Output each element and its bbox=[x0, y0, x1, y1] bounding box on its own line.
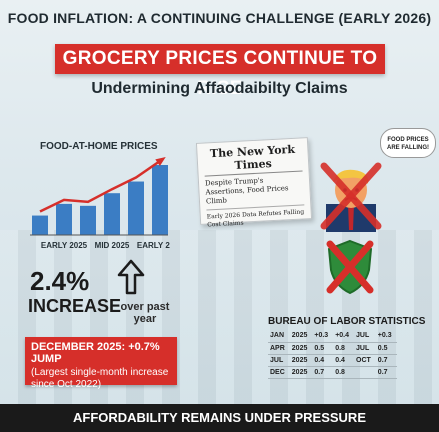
december-callout-title: DECEMBER 2025: +0.7% JUMP bbox=[31, 341, 171, 365]
table-row: JUL 2025 0.4 0.4 OCT 0.7 bbox=[268, 354, 397, 366]
kicker-title: FOOD INFLATION: A CONTINUING CHALLENGE (… bbox=[0, 10, 439, 26]
table-cell: APR bbox=[268, 342, 290, 354]
table-cell: 0.4 bbox=[312, 354, 333, 366]
chart-tick-label: EARLY 2026 bbox=[137, 241, 170, 250]
up-arrow-icon bbox=[117, 259, 145, 295]
table-cell: 2025 bbox=[290, 354, 313, 366]
table-cell: +0.4 bbox=[333, 330, 354, 342]
footer-banner: AFFORDABILITY REMAINS UNDER PRESSURE bbox=[0, 404, 439, 432]
newspaper-masthead: The New York Times bbox=[203, 142, 302, 176]
chart-bar bbox=[152, 165, 168, 235]
table-cell: DEC bbox=[268, 366, 290, 378]
over-year-label: over past year bbox=[120, 301, 170, 325]
table-cell: 0.7 bbox=[312, 366, 333, 378]
table-row: DEC 2025 0.7 0.8 0.7 bbox=[268, 366, 397, 378]
newspaper-headline-1: Despite Trump's Assertions, Food Prices … bbox=[205, 174, 304, 210]
percent-increase-value: 2.4% bbox=[30, 266, 89, 297]
table-cell: 0.7 bbox=[376, 366, 397, 378]
december-callout: DECEMBER 2025: +0.7% JUMP (Largest singl… bbox=[25, 337, 177, 385]
table-cell: JUL bbox=[354, 342, 376, 354]
chart-bar bbox=[128, 182, 144, 235]
table-cell: 0.7 bbox=[376, 354, 397, 366]
table-row: JAN 2025 +0.3 +0.4 JUL +0.3 bbox=[268, 330, 397, 342]
chart-title: FOOD-AT-HOME PRICES bbox=[40, 141, 158, 152]
crossed-out-face-icon bbox=[318, 160, 384, 232]
newspaper-clipping: The New York Times Despite Trump's Asser… bbox=[196, 137, 312, 225]
table-cell: 0.4 bbox=[333, 354, 354, 366]
speech-bubble: FOOD PRICES ARE FALLING! bbox=[380, 128, 436, 158]
table-cell: 0.8 bbox=[333, 366, 354, 378]
food-prices-bar-chart: EARLY 2025 MID 2025 EARLY 2026 bbox=[20, 155, 170, 255]
bls-table: JAN 2025 +0.3 +0.4 JUL +0.3 APR 2025 0.5… bbox=[268, 330, 397, 379]
crossed-out-shield-icon bbox=[325, 238, 375, 296]
table-cell: 2025 bbox=[290, 330, 313, 342]
chart-tick-label: EARLY 2025 bbox=[41, 241, 88, 250]
table-cell: JAN bbox=[268, 330, 290, 342]
table-cell bbox=[354, 366, 376, 378]
table-cell: 0.5 bbox=[312, 342, 333, 354]
table-cell: 2025 bbox=[290, 366, 313, 378]
newspaper-headline-2: Early 2026 Data Refutes Falling Cost Cla… bbox=[207, 208, 306, 229]
increase-label: INCREASE bbox=[28, 296, 121, 317]
headline-banner: GROCERY PRICES CONTINUE TO RISE bbox=[55, 44, 385, 74]
subtitle: Undermining Affaodaibilty Claims bbox=[0, 80, 439, 98]
table-row: APR 2025 0.5 0.8 JUL 0.5 bbox=[268, 342, 397, 354]
december-callout-note: (Largest single-month increase since Oct… bbox=[31, 367, 171, 391]
chart-tick-label: MID 2025 bbox=[95, 241, 130, 250]
table-cell: +0.3 bbox=[376, 330, 397, 342]
table-cell: JUL bbox=[354, 330, 376, 342]
chart-bar bbox=[32, 216, 48, 235]
chart-bar bbox=[56, 204, 72, 235]
bls-title: BUREAU OF LABOR STATISTICS bbox=[268, 316, 425, 327]
table-cell: 2025 bbox=[290, 342, 313, 354]
table-cell: OCT bbox=[354, 354, 376, 366]
table-cell: JUL bbox=[268, 354, 290, 366]
chart-bar bbox=[104, 193, 120, 235]
table-cell: 0.5 bbox=[376, 342, 397, 354]
table-cell: 0.8 bbox=[333, 342, 354, 354]
chart-bar bbox=[80, 206, 96, 235]
table-cell: +0.3 bbox=[312, 330, 333, 342]
